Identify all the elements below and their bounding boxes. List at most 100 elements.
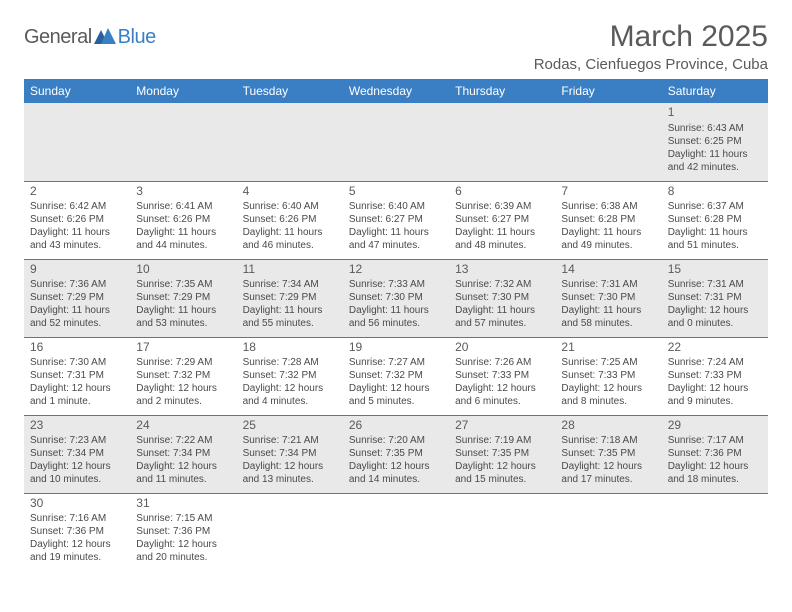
day-number: 9 (30, 262, 124, 278)
daylight-text: Daylight: 12 hours (561, 382, 655, 395)
calendar-cell: 29Sunrise: 7:17 AMSunset: 7:36 PMDayligh… (662, 415, 768, 493)
logo-text-1: General (24, 26, 92, 49)
daylight-text: Daylight: 11 hours (136, 304, 230, 317)
sunset-text: Sunset: 7:34 PM (136, 447, 230, 460)
calendar-cell (343, 493, 449, 571)
sunset-text: Sunset: 7:30 PM (455, 291, 549, 304)
calendar-cell (130, 103, 236, 181)
col-thursday: Thursday (449, 79, 555, 103)
daylight-text: Daylight: 12 hours (30, 460, 124, 473)
sunrise-text: Sunrise: 6:38 AM (561, 200, 655, 213)
daylight-text: Daylight: 12 hours (668, 304, 762, 317)
sunset-text: Sunset: 6:25 PM (668, 135, 762, 148)
calendar-cell: 22Sunrise: 7:24 AMSunset: 7:33 PMDayligh… (662, 337, 768, 415)
calendar-cell: 11Sunrise: 7:34 AMSunset: 7:29 PMDayligh… (237, 259, 343, 337)
col-friday: Friday (555, 79, 661, 103)
daylight-text: Daylight: 12 hours (668, 460, 762, 473)
daylight-text: and 46 minutes. (243, 239, 337, 252)
daylight-text: Daylight: 11 hours (455, 304, 549, 317)
daylight-text: Daylight: 11 hours (243, 304, 337, 317)
daylight-text: and 52 minutes. (30, 317, 124, 330)
daylight-text: Daylight: 12 hours (349, 382, 443, 395)
sunset-text: Sunset: 7:32 PM (136, 369, 230, 382)
sunrise-text: Sunrise: 6:39 AM (455, 200, 549, 213)
sunrise-text: Sunrise: 7:19 AM (455, 434, 549, 447)
calendar-cell: 27Sunrise: 7:19 AMSunset: 7:35 PMDayligh… (449, 415, 555, 493)
title-block: March 2025 Rodas, Cienfuegos Province, C… (534, 20, 768, 73)
daylight-text: Daylight: 12 hours (349, 460, 443, 473)
sunset-text: Sunset: 7:35 PM (349, 447, 443, 460)
col-sunday: Sunday (24, 79, 130, 103)
sunrise-text: Sunrise: 7:25 AM (561, 356, 655, 369)
sunset-text: Sunset: 7:29 PM (136, 291, 230, 304)
day-number: 19 (349, 340, 443, 356)
calendar-cell: 5Sunrise: 6:40 AMSunset: 6:27 PMDaylight… (343, 181, 449, 259)
calendar-row: 23Sunrise: 7:23 AMSunset: 7:34 PMDayligh… (24, 415, 768, 493)
sunset-text: Sunset: 7:33 PM (455, 369, 549, 382)
day-number: 17 (136, 340, 230, 356)
daylight-text: Daylight: 11 hours (455, 226, 549, 239)
calendar-cell: 13Sunrise: 7:32 AMSunset: 7:30 PMDayligh… (449, 259, 555, 337)
calendar-cell: 9Sunrise: 7:36 AMSunset: 7:29 PMDaylight… (24, 259, 130, 337)
sunrise-text: Sunrise: 7:18 AM (561, 434, 655, 447)
day-number: 31 (136, 496, 230, 512)
header-row: Sunday Monday Tuesday Wednesday Thursday… (24, 79, 768, 103)
calendar-cell: 12Sunrise: 7:33 AMSunset: 7:30 PMDayligh… (343, 259, 449, 337)
sunset-text: Sunset: 7:34 PM (30, 447, 124, 460)
calendar-cell: 1Sunrise: 6:43 AMSunset: 6:25 PMDaylight… (662, 103, 768, 181)
calendar-cell: 3Sunrise: 6:41 AMSunset: 6:26 PMDaylight… (130, 181, 236, 259)
calendar-cell: 19Sunrise: 7:27 AMSunset: 7:32 PMDayligh… (343, 337, 449, 415)
daylight-text: and 5 minutes. (349, 395, 443, 408)
calendar-cell: 8Sunrise: 6:37 AMSunset: 6:28 PMDaylight… (662, 181, 768, 259)
sunrise-text: Sunrise: 7:23 AM (30, 434, 124, 447)
sunset-text: Sunset: 7:29 PM (30, 291, 124, 304)
calendar-cell (555, 103, 661, 181)
daylight-text: Daylight: 12 hours (136, 460, 230, 473)
calendar-cell: 23Sunrise: 7:23 AMSunset: 7:34 PMDayligh… (24, 415, 130, 493)
sunset-text: Sunset: 6:28 PM (561, 213, 655, 226)
calendar-cell (343, 103, 449, 181)
day-number: 14 (561, 262, 655, 278)
daylight-text: Daylight: 11 hours (30, 226, 124, 239)
day-number: 26 (349, 418, 443, 434)
calendar-cell: 15Sunrise: 7:31 AMSunset: 7:31 PMDayligh… (662, 259, 768, 337)
daylight-text: and 4 minutes. (243, 395, 337, 408)
sunset-text: Sunset: 6:27 PM (349, 213, 443, 226)
calendar-cell: 30Sunrise: 7:16 AMSunset: 7:36 PMDayligh… (24, 493, 130, 571)
logo: General Blue (24, 26, 156, 49)
day-number: 1 (668, 105, 762, 121)
sunset-text: Sunset: 7:36 PM (30, 525, 124, 538)
calendar-cell: 6Sunrise: 6:39 AMSunset: 6:27 PMDaylight… (449, 181, 555, 259)
daylight-text: and 15 minutes. (455, 473, 549, 486)
calendar-cell (24, 103, 130, 181)
day-number: 15 (668, 262, 762, 278)
daylight-text: and 58 minutes. (561, 317, 655, 330)
sunrise-text: Sunrise: 7:15 AM (136, 512, 230, 525)
daylight-text: and 14 minutes. (349, 473, 443, 486)
daylight-text: Daylight: 12 hours (668, 382, 762, 395)
daylight-text: and 10 minutes. (30, 473, 124, 486)
col-tuesday: Tuesday (237, 79, 343, 103)
sunset-text: Sunset: 6:28 PM (668, 213, 762, 226)
daylight-text: and 42 minutes. (668, 161, 762, 174)
sunset-text: Sunset: 7:36 PM (136, 525, 230, 538)
sunset-text: Sunset: 6:27 PM (455, 213, 549, 226)
sunset-text: Sunset: 7:31 PM (668, 291, 762, 304)
day-number: 16 (30, 340, 124, 356)
calendar-row: 9Sunrise: 7:36 AMSunset: 7:29 PMDaylight… (24, 259, 768, 337)
sunset-text: Sunset: 7:31 PM (30, 369, 124, 382)
daylight-text: Daylight: 11 hours (30, 304, 124, 317)
day-number: 8 (668, 184, 762, 200)
daylight-text: and 17 minutes. (561, 473, 655, 486)
daylight-text: Daylight: 12 hours (455, 460, 549, 473)
calendar-cell: 25Sunrise: 7:21 AMSunset: 7:34 PMDayligh… (237, 415, 343, 493)
calendar-cell: 20Sunrise: 7:26 AMSunset: 7:33 PMDayligh… (449, 337, 555, 415)
day-number: 20 (455, 340, 549, 356)
sunset-text: Sunset: 6:26 PM (243, 213, 337, 226)
calendar-cell: 2Sunrise: 6:42 AMSunset: 6:26 PMDaylight… (24, 181, 130, 259)
daylight-text: and 56 minutes. (349, 317, 443, 330)
sunset-text: Sunset: 6:26 PM (30, 213, 124, 226)
sunrise-text: Sunrise: 7:36 AM (30, 278, 124, 291)
flag-icon (94, 26, 116, 49)
calendar-cell (449, 493, 555, 571)
